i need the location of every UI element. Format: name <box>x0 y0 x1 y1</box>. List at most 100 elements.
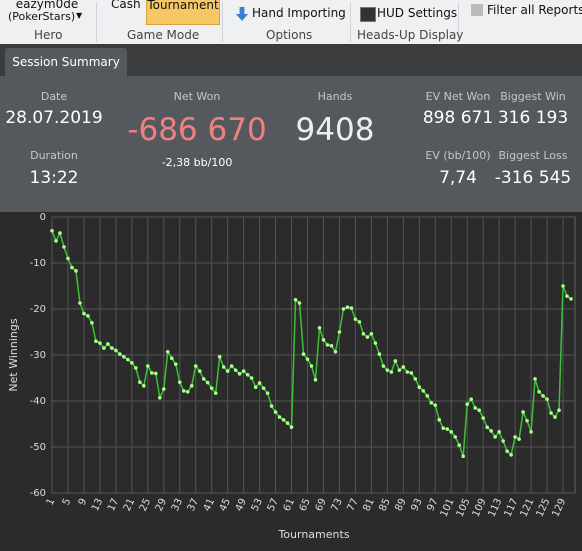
data-point <box>329 344 334 348</box>
data-point <box>94 339 98 343</box>
tournament-button[interactable]: Tournament <box>146 0 220 25</box>
x-tick-label: 41 <box>202 497 217 513</box>
data-point <box>489 429 493 433</box>
data-point <box>373 341 378 345</box>
data-point <box>78 301 82 305</box>
x-tick-label: 81 <box>361 497 376 513</box>
data-point <box>54 239 58 243</box>
data-point <box>521 410 525 414</box>
data-point <box>86 314 90 318</box>
data-point <box>501 439 505 443</box>
data-point <box>357 320 362 324</box>
x-tick-label: 13 <box>90 497 105 513</box>
data-point <box>221 365 226 369</box>
label: Hands <box>317 90 353 103</box>
data-point <box>201 377 206 381</box>
x-tick-label: 129 <box>550 497 568 519</box>
data-point <box>74 269 78 273</box>
chart: Net Winnings Tournaments -60 -50 -40 -30 -20… <box>7 212 576 541</box>
data-point <box>541 394 545 398</box>
data-point <box>561 284 565 288</box>
data-point <box>161 387 166 391</box>
data-point <box>277 415 282 419</box>
data-point <box>317 326 322 330</box>
data-point <box>305 357 310 361</box>
data-point <box>369 332 374 336</box>
data-point <box>62 245 66 249</box>
value: -316 545 <box>494 168 572 188</box>
data-point <box>169 356 174 361</box>
x-tick-label: 1 <box>45 497 58 507</box>
label: Duration <box>30 149 78 162</box>
x-tick-label: 21 <box>122 497 137 513</box>
data-point <box>493 435 497 439</box>
x-tick-label: 121 <box>518 497 536 519</box>
data-point <box>425 394 430 398</box>
data-point <box>497 430 501 434</box>
data-point <box>126 357 130 362</box>
data-point <box>441 426 446 430</box>
data-point <box>333 349 338 354</box>
data-point <box>154 371 158 376</box>
data-point <box>405 370 410 374</box>
x-tick-label: 61 <box>282 497 297 513</box>
data-point <box>361 332 366 336</box>
y-tick-label: 0 <box>40 212 46 223</box>
data-point <box>461 454 466 458</box>
data-point <box>70 265 74 270</box>
x-tick-label: 85 <box>377 497 392 513</box>
value: 28.07.2019 <box>5 108 103 128</box>
x-tick-label: 125 <box>534 497 552 519</box>
data-point <box>285 421 290 425</box>
data-point <box>114 348 118 353</box>
y-tick-label: -10 <box>30 258 46 269</box>
data-point <box>281 418 286 422</box>
data-point <box>401 365 406 369</box>
data-point <box>337 330 342 334</box>
data-point <box>293 298 298 302</box>
data-point <box>485 425 489 430</box>
data-point <box>225 369 230 373</box>
data-point <box>421 389 426 393</box>
net-won: -686 670 <box>127 112 267 148</box>
y-tick-label: -60 <box>30 488 46 499</box>
dropdown-arrow[interactable]: ▼ <box>76 11 83 20</box>
data-point <box>146 364 150 368</box>
data-point <box>181 389 186 393</box>
value: 7,74 <box>439 168 477 188</box>
data-point <box>465 402 470 407</box>
data-point <box>209 386 214 390</box>
filter-button[interactable]: Filter all Reports to <box>487 3 582 17</box>
data-point <box>481 416 485 420</box>
data-point <box>110 346 114 350</box>
data-point <box>517 437 521 441</box>
data-point <box>58 231 62 235</box>
data-point <box>197 369 202 373</box>
group-label: Heads-Up Display <box>357 28 464 42</box>
x-tick-label: 17 <box>106 497 121 513</box>
hand-importing-button[interactable]: Hand Importing <box>252 6 346 20</box>
data-point <box>122 355 126 359</box>
group-label: Options <box>266 28 313 42</box>
tab[interactable]: Session Summary <box>5 48 127 76</box>
data-point <box>130 361 134 365</box>
data-point <box>173 362 178 366</box>
x-tick-label: 101 <box>439 497 457 519</box>
x-tick-label: 117 <box>503 497 521 519</box>
hero-site[interactable]: (PokerStars) <box>8 10 76 23</box>
cash-button[interactable]: Cash <box>111 0 141 11</box>
x-tick-label: 89 <box>393 497 408 513</box>
data-point <box>150 371 154 375</box>
hud-settings-button[interactable]: HUD Settings <box>377 6 458 20</box>
x-tick-label: 73 <box>330 497 345 513</box>
hero-name[interactable]: eazym0de <box>15 0 79 11</box>
x-axis-title: Tournaments <box>277 528 349 541</box>
data-point <box>289 425 294 430</box>
y-axis-title: Net Winnings <box>7 318 20 391</box>
data-point <box>265 391 270 395</box>
data-point <box>417 385 422 389</box>
y-tick-label: -50 <box>30 442 46 453</box>
separator <box>458 2 459 42</box>
data-point <box>261 386 266 390</box>
